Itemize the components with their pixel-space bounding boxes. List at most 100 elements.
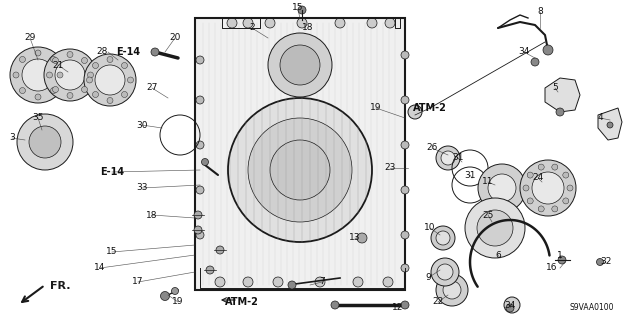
Circle shape — [298, 6, 306, 14]
Circle shape — [88, 72, 93, 78]
Circle shape — [17, 114, 73, 170]
Text: 22: 22 — [433, 298, 444, 307]
Circle shape — [84, 54, 136, 106]
Text: 20: 20 — [170, 33, 180, 42]
Circle shape — [107, 56, 113, 63]
Circle shape — [607, 122, 613, 128]
Circle shape — [401, 301, 409, 309]
Circle shape — [270, 140, 330, 200]
Circle shape — [552, 164, 558, 170]
Circle shape — [215, 277, 225, 287]
Circle shape — [538, 164, 544, 170]
Circle shape — [93, 92, 99, 98]
Circle shape — [437, 264, 453, 280]
Circle shape — [196, 96, 204, 104]
Circle shape — [243, 277, 253, 287]
Text: 29: 29 — [24, 33, 36, 42]
Circle shape — [248, 118, 352, 222]
Circle shape — [22, 59, 54, 91]
Circle shape — [552, 206, 558, 212]
Circle shape — [353, 277, 363, 287]
Circle shape — [196, 141, 204, 149]
Circle shape — [506, 304, 514, 312]
Text: 11: 11 — [483, 177, 493, 187]
Text: 8: 8 — [537, 8, 543, 17]
Text: 12: 12 — [392, 303, 404, 313]
Circle shape — [401, 51, 409, 59]
Circle shape — [401, 264, 409, 272]
Text: ATM-2: ATM-2 — [413, 103, 447, 113]
Circle shape — [357, 233, 367, 243]
Text: 21: 21 — [52, 61, 64, 70]
Text: 26: 26 — [426, 144, 438, 152]
Circle shape — [367, 18, 377, 28]
Circle shape — [10, 47, 66, 103]
Circle shape — [13, 72, 19, 78]
Text: 6: 6 — [495, 250, 501, 259]
Circle shape — [29, 126, 61, 158]
Text: E-14: E-14 — [100, 167, 124, 177]
Text: 23: 23 — [384, 164, 396, 173]
Circle shape — [196, 231, 204, 239]
Circle shape — [520, 160, 576, 216]
Text: 31: 31 — [464, 170, 476, 180]
Circle shape — [532, 172, 564, 204]
Text: 35: 35 — [32, 114, 44, 122]
Text: 19: 19 — [371, 103, 381, 113]
Circle shape — [401, 186, 409, 194]
Text: 9: 9 — [425, 273, 431, 283]
Text: 4: 4 — [597, 114, 603, 122]
Circle shape — [67, 51, 73, 57]
Text: 3: 3 — [9, 133, 15, 143]
Circle shape — [383, 277, 393, 287]
Circle shape — [268, 33, 332, 97]
Circle shape — [243, 18, 253, 28]
Text: 31: 31 — [452, 153, 464, 162]
Text: 25: 25 — [483, 211, 493, 219]
Circle shape — [297, 18, 307, 28]
Circle shape — [596, 258, 604, 265]
Circle shape — [86, 77, 93, 83]
Circle shape — [436, 274, 468, 306]
Circle shape — [401, 231, 409, 239]
Circle shape — [161, 292, 170, 300]
Circle shape — [52, 86, 58, 93]
Circle shape — [216, 246, 224, 254]
Text: 34: 34 — [504, 300, 516, 309]
Circle shape — [227, 18, 237, 28]
Circle shape — [93, 63, 99, 69]
Circle shape — [127, 77, 134, 83]
Circle shape — [543, 45, 553, 55]
Circle shape — [202, 159, 209, 166]
Text: 30: 30 — [136, 121, 148, 130]
Text: 13: 13 — [349, 234, 361, 242]
Circle shape — [558, 256, 566, 264]
Circle shape — [81, 86, 88, 93]
Circle shape — [194, 211, 202, 219]
Circle shape — [122, 92, 127, 98]
Text: 18: 18 — [302, 24, 314, 33]
Circle shape — [401, 96, 409, 104]
Circle shape — [172, 287, 179, 294]
Circle shape — [443, 281, 461, 299]
Circle shape — [196, 186, 204, 194]
Circle shape — [531, 58, 539, 66]
Circle shape — [538, 206, 544, 212]
Circle shape — [67, 93, 73, 99]
Text: 19: 19 — [172, 298, 184, 307]
Text: 17: 17 — [132, 278, 144, 286]
Circle shape — [19, 56, 26, 63]
Text: 15: 15 — [292, 4, 304, 12]
Circle shape — [478, 164, 526, 212]
Circle shape — [196, 56, 204, 64]
Text: 32: 32 — [600, 257, 612, 266]
Text: 10: 10 — [424, 224, 436, 233]
Circle shape — [273, 277, 283, 287]
Circle shape — [47, 72, 52, 78]
Text: 14: 14 — [94, 263, 106, 272]
Circle shape — [504, 297, 520, 313]
Text: S9VAA0100: S9VAA0100 — [570, 303, 614, 313]
Circle shape — [228, 98, 372, 242]
Circle shape — [315, 277, 325, 287]
Circle shape — [265, 18, 275, 28]
